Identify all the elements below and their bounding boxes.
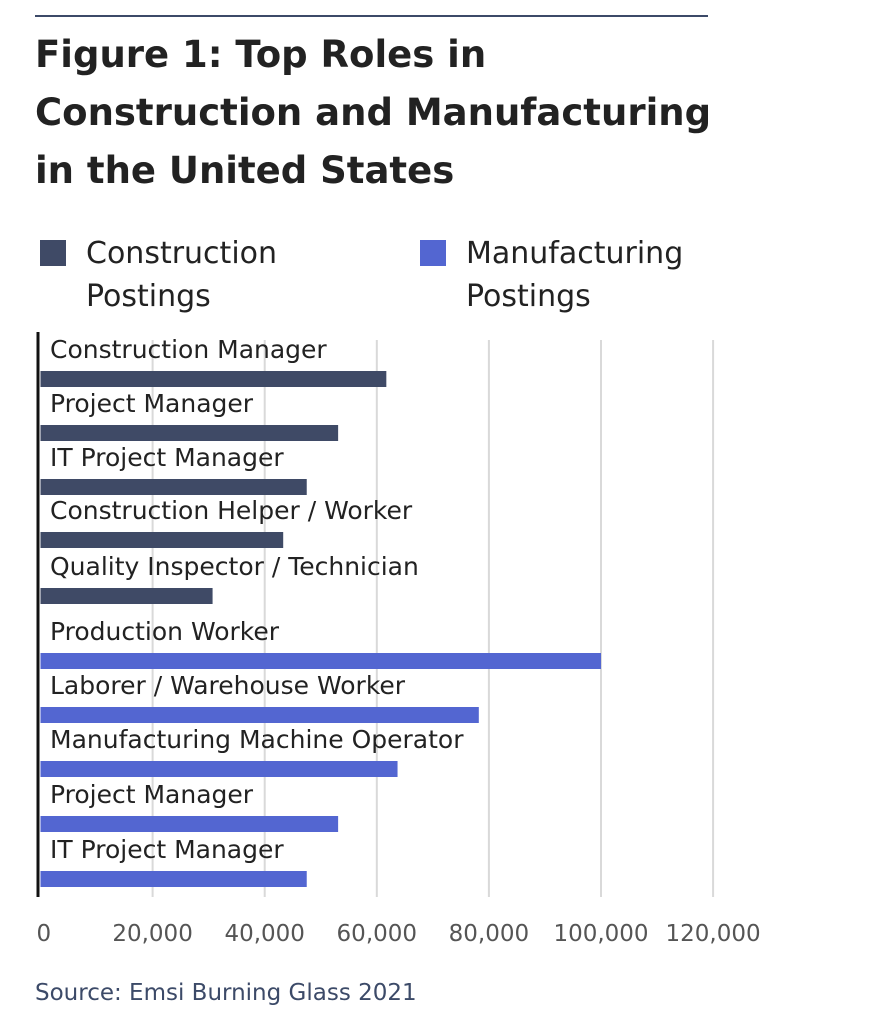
bar-label: Project Manager [50, 389, 254, 418]
bar-label: Laborer / Warehouse Worker [50, 671, 406, 700]
x-tick-label: 0 [37, 921, 52, 947]
legend-swatch-manufacturing [420, 240, 446, 266]
bar-label: Quality Inspector / Technician [50, 552, 419, 581]
x-tick-label: 120,000 [666, 921, 761, 947]
bar [40, 871, 307, 887]
bar [40, 532, 284, 548]
bar [40, 425, 339, 441]
legend-label: Manufacturing Postings [466, 236, 684, 314]
bar [40, 588, 213, 604]
x-tick-label: 100,000 [553, 921, 648, 947]
legend-label: Construction Postings [86, 236, 278, 314]
x-tick-label: 20,000 [112, 921, 192, 947]
legend-swatch-construction [40, 240, 66, 266]
legend-construction: Construction Postings [40, 232, 346, 318]
bar-label: IT Project Manager [50, 443, 284, 472]
bar [40, 371, 387, 387]
x-tick-label: 40,000 [224, 921, 304, 947]
bar-label: Project Manager [50, 780, 254, 809]
source-note: Source: Emsi Burning Glass 2021 [35, 980, 417, 1006]
bar-label: Construction Manager [50, 335, 327, 364]
top-rule [35, 15, 708, 17]
bar-label: Production Worker [50, 617, 280, 646]
bar [40, 479, 307, 495]
bar [40, 653, 601, 669]
x-tick-label: 80,000 [449, 921, 529, 947]
bar [40, 816, 339, 832]
bar [40, 761, 398, 777]
bar-label: IT Project Manager [50, 835, 284, 864]
legend-manufacturing: Manufacturing Postings [420, 232, 726, 318]
bar-label: Construction Helper / Worker [50, 496, 413, 525]
bar [40, 707, 479, 723]
chart-title: Figure 1: Top Roles in Construction and … [35, 33, 712, 192]
bar-label: Manufacturing Machine Operator [50, 725, 464, 754]
x-tick-label: 60,000 [337, 921, 417, 947]
